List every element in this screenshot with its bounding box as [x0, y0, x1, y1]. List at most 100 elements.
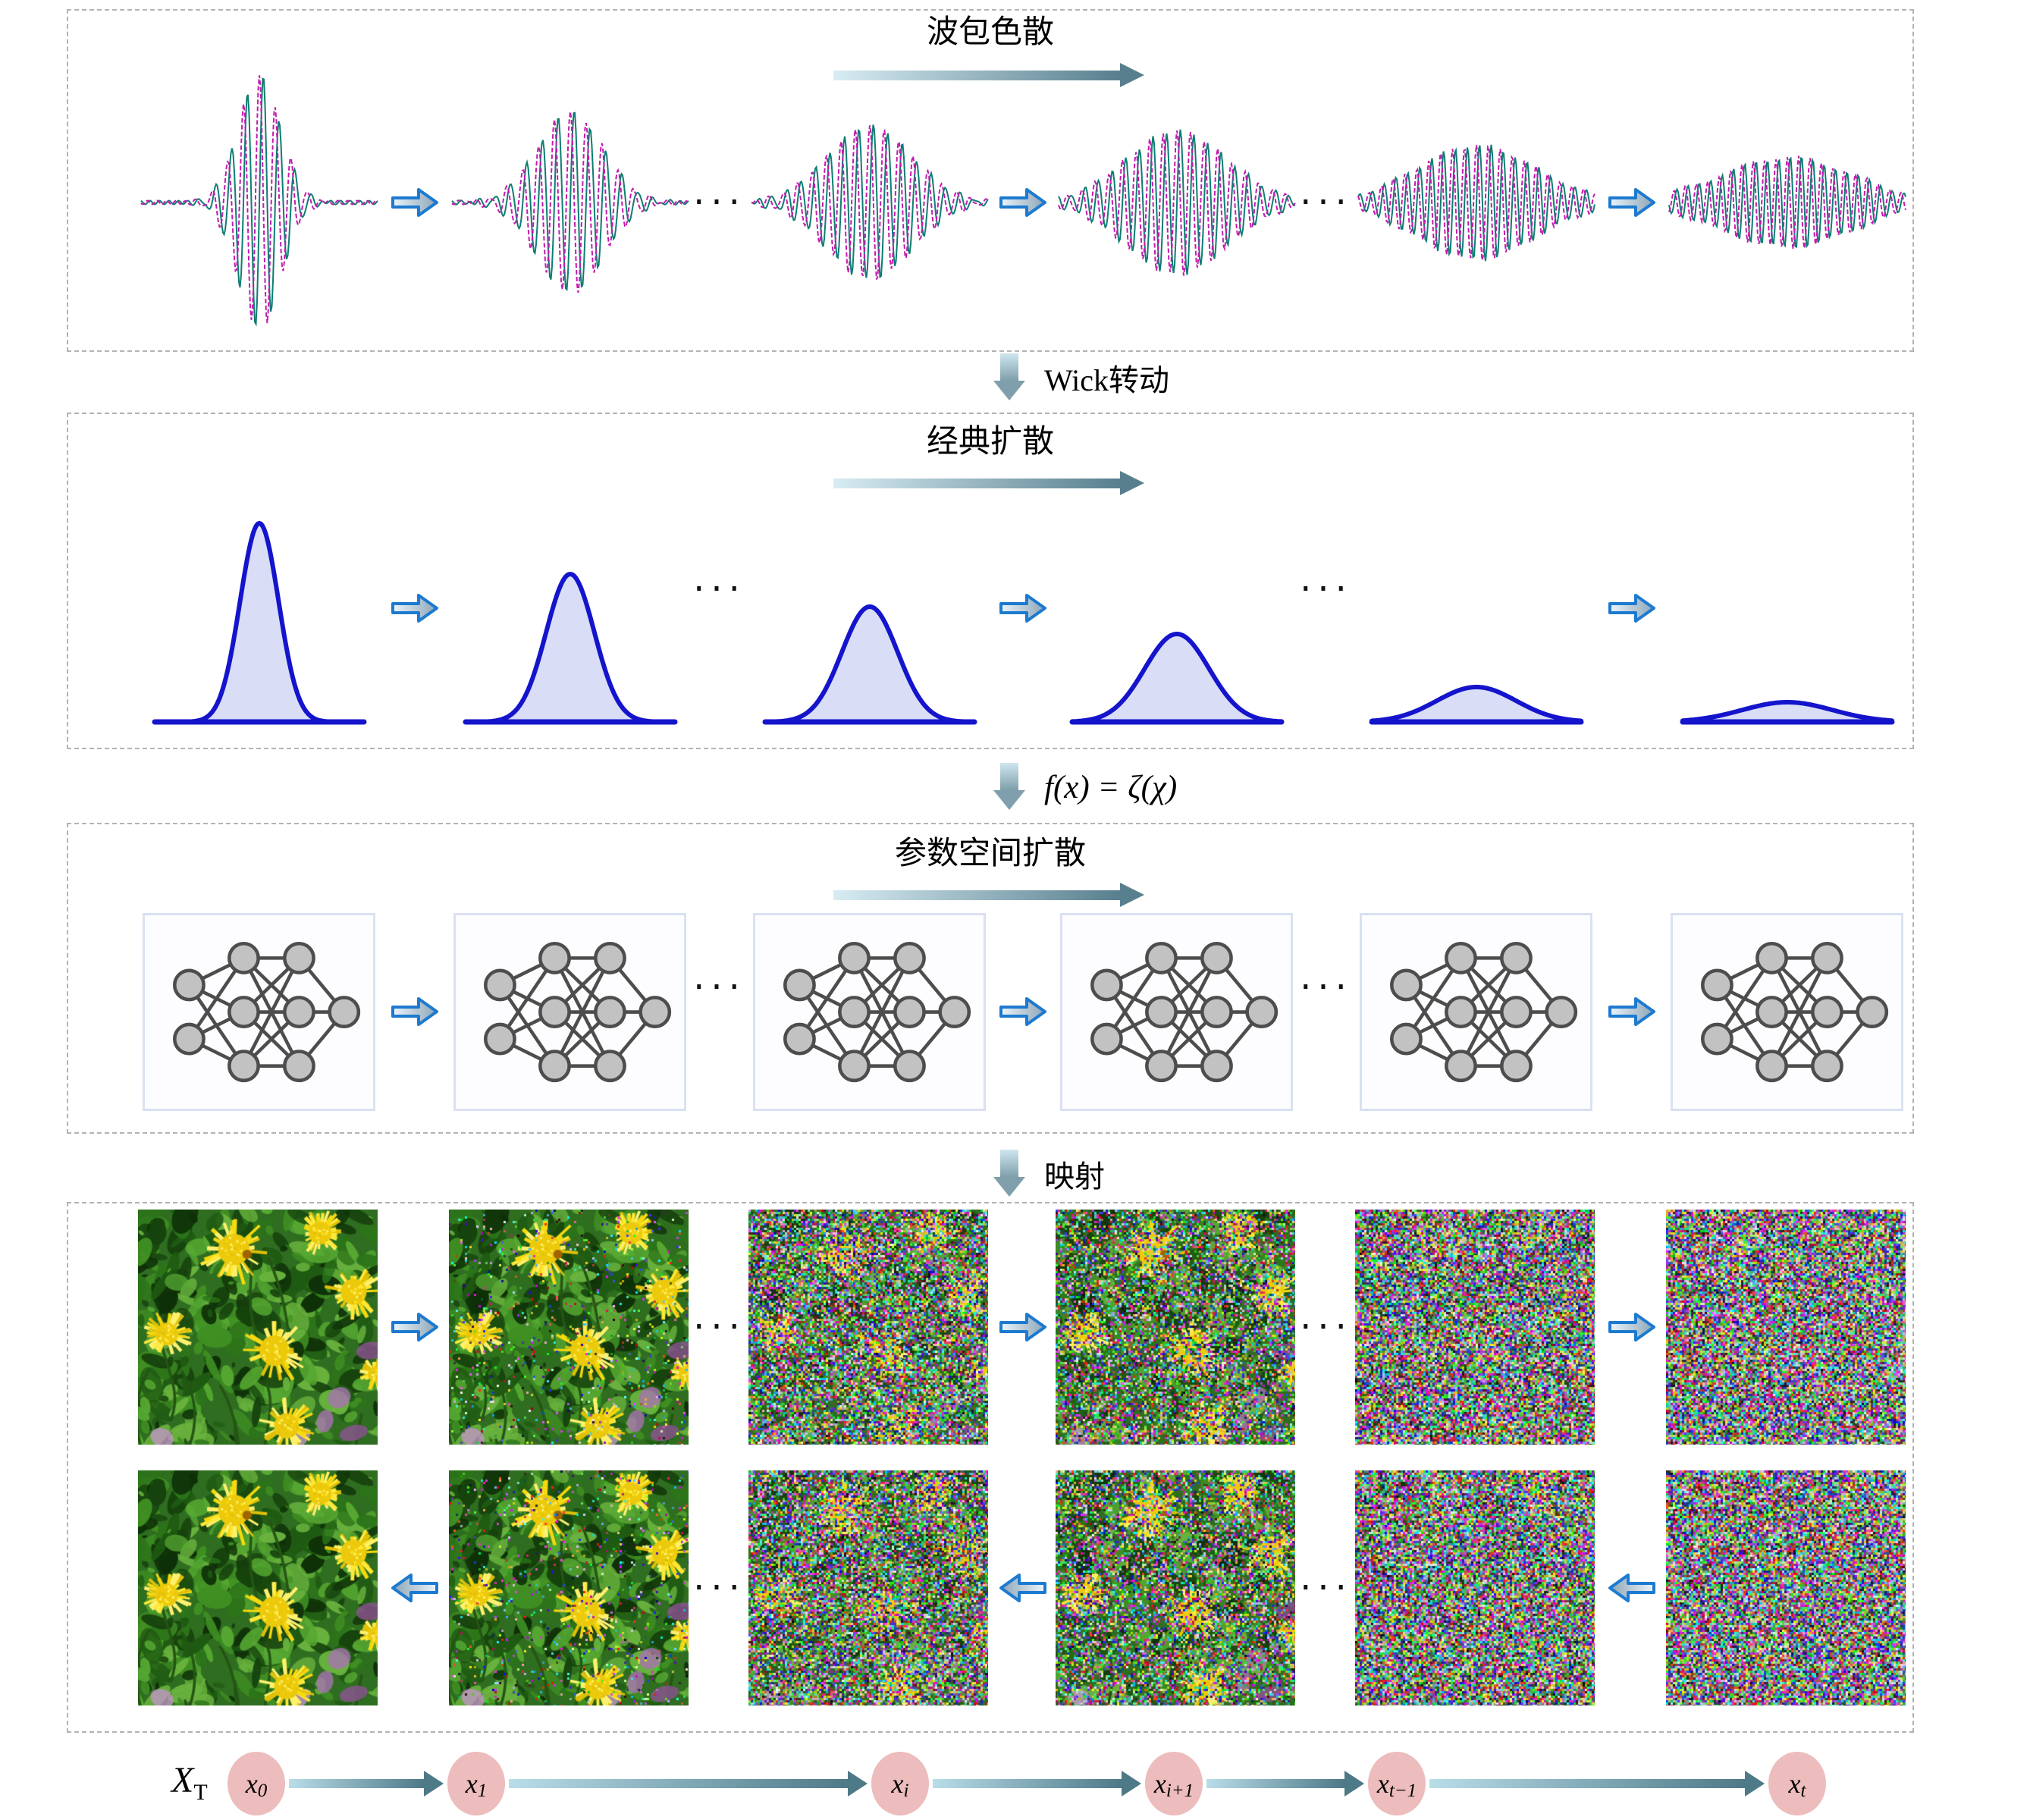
- panel-image-diffusion: ··· ··· ··· ···: [67, 1202, 1914, 1733]
- neural-network-icon: [483, 941, 671, 1082]
- down-arrow-icon: [993, 353, 1025, 400]
- panel-classical-diffusion: 经典扩散 ··· ···: [67, 413, 1914, 749]
- neural-network-icon: [1700, 941, 1888, 1082]
- gaussian-curve-plot: [152, 520, 367, 725]
- ellipsis: ···: [1300, 181, 1353, 224]
- ellipsis: ···: [1300, 966, 1353, 1009]
- chain-node-base: x: [1153, 1768, 1166, 1799]
- noisy-flower-image: [449, 1470, 689, 1705]
- markov-chain: XT x 0 x 1 x i x i+1 x t−1 x t: [0, 1737, 2030, 1820]
- step-arrow-left-icon: [1608, 1574, 1655, 1602]
- step-arrow-right-icon: [391, 594, 438, 623]
- wave-packet-plot: [1357, 144, 1595, 262]
- chain-prefix-label: XT: [171, 1759, 208, 1806]
- ellipsis: ···: [693, 1306, 746, 1348]
- panel-title-parameter-space: 参数空间扩散: [894, 836, 1086, 871]
- noisy-flower-image: [748, 1470, 988, 1705]
- noisy-flower-image: [1056, 1210, 1295, 1445]
- neural-network-box: [1060, 913, 1293, 1111]
- gradient-arrow-right-icon: [833, 471, 1144, 495]
- noisy-flower-image: [1666, 1470, 1906, 1705]
- neural-network-box: [1360, 913, 1592, 1111]
- gaussian-curve-plot: [1680, 700, 1895, 725]
- chain-node-subscript: 1: [477, 1780, 488, 1801]
- chain-prefix-base: X: [171, 1760, 194, 1800]
- gaussian-curve-plot: [1069, 631, 1285, 725]
- chain-prefix-sub: T: [193, 1780, 208, 1805]
- step-arrow-right-icon: [391, 188, 438, 217]
- chain-node-subscript: t−1: [1388, 1780, 1417, 1801]
- ellipsis: ···: [693, 181, 746, 224]
- chain-arrow-icon: [289, 1771, 444, 1796]
- step-arrow-right-icon: [1608, 188, 1655, 217]
- neural-network-box: [143, 913, 375, 1111]
- chain-node-base: x: [465, 1768, 478, 1799]
- chain-node-subscript: t: [1800, 1780, 1806, 1801]
- step-label-mapping: 映射: [1044, 1159, 1105, 1194]
- gradient-arrow-right-icon: [833, 63, 1144, 87]
- mapping-step: 映射: [993, 1150, 1105, 1198]
- chain-node-subscript: i+1: [1166, 1780, 1194, 1801]
- ellipsis: ···: [1300, 1567, 1353, 1609]
- chain-node-base: x: [1788, 1768, 1801, 1799]
- gaussian-curve-plot: [762, 604, 977, 725]
- step-arrow-left-icon: [391, 1574, 438, 1602]
- noisy-flower-image: [449, 1210, 689, 1445]
- step-arrow-right-icon: [1608, 997, 1655, 1026]
- gaussian-curve-plot: [1369, 685, 1584, 725]
- neural-network-icon: [172, 941, 360, 1082]
- ellipsis: ···: [693, 966, 746, 1009]
- ellipsis: ···: [693, 1567, 746, 1609]
- step-label-formula: f(x) = ζ(χ): [1044, 769, 1178, 805]
- chain-node: x i+1: [1145, 1752, 1203, 1815]
- chain-arrow-icon: [509, 1771, 868, 1796]
- chain-arrow-icon: [933, 1771, 1141, 1796]
- wave-packet-plot: [1668, 155, 1906, 249]
- chain-arrow-icon: [1206, 1771, 1364, 1796]
- neural-network-icon: [1090, 941, 1278, 1082]
- chain-node-subscript: 0: [257, 1780, 268, 1801]
- neural-network-box: [453, 913, 686, 1111]
- panel-wave-packet-dispersion: 波包色散 ··· ···: [67, 9, 1914, 352]
- panel-parameter-space-diffusion: 参数空间扩散 ··· ···: [67, 823, 1914, 1134]
- neural-network-box: [753, 913, 986, 1111]
- step-arrow-right-icon: [391, 1313, 438, 1341]
- step-arrow-right-icon: [999, 594, 1046, 623]
- gaussian-curve-plot: [463, 571, 678, 725]
- step-arrow-right-icon: [1608, 1313, 1655, 1341]
- wave-packet-plot: [751, 124, 989, 280]
- flower-image: [138, 1470, 378, 1705]
- chain-node: x t−1: [1368, 1752, 1426, 1815]
- chain-node-base: x: [891, 1768, 904, 1799]
- gradient-arrow-right-icon: [833, 883, 1144, 907]
- step-arrow-right-icon: [999, 1313, 1046, 1341]
- noisy-flower-image: [1666, 1210, 1906, 1445]
- step-arrow-right-icon: [1608, 594, 1655, 623]
- ellipsis: ···: [693, 568, 746, 610]
- ellipsis: ···: [1300, 568, 1353, 610]
- flower-image: [138, 1210, 378, 1445]
- noisy-flower-image: [1355, 1470, 1595, 1705]
- noisy-flower-image: [1056, 1470, 1295, 1705]
- step-label-wick-rotation: Wick转动: [1044, 363, 1170, 397]
- panel-title-classical-diffusion: 经典扩散: [926, 425, 1054, 460]
- mapping-formula-step: f(x) = ζ(χ): [993, 763, 1177, 811]
- ellipsis: ···: [1300, 1306, 1353, 1348]
- neural-network-icon: [783, 941, 971, 1082]
- wave-packet-plot: [451, 111, 689, 293]
- chain-node-base: x: [1376, 1768, 1389, 1799]
- down-arrow-icon: [993, 1150, 1025, 1197]
- panel-title-wave-dispersion: 波包色散: [926, 15, 1054, 50]
- step-arrow-right-icon: [391, 997, 438, 1026]
- chain-node-subscript: i: [903, 1780, 909, 1801]
- down-arrow-icon: [993, 763, 1025, 810]
- neural-network-icon: [1389, 941, 1577, 1082]
- step-arrow-right-icon: [999, 997, 1046, 1026]
- wave-packet-plot: [1058, 129, 1296, 276]
- step-arrow-right-icon: [999, 188, 1046, 217]
